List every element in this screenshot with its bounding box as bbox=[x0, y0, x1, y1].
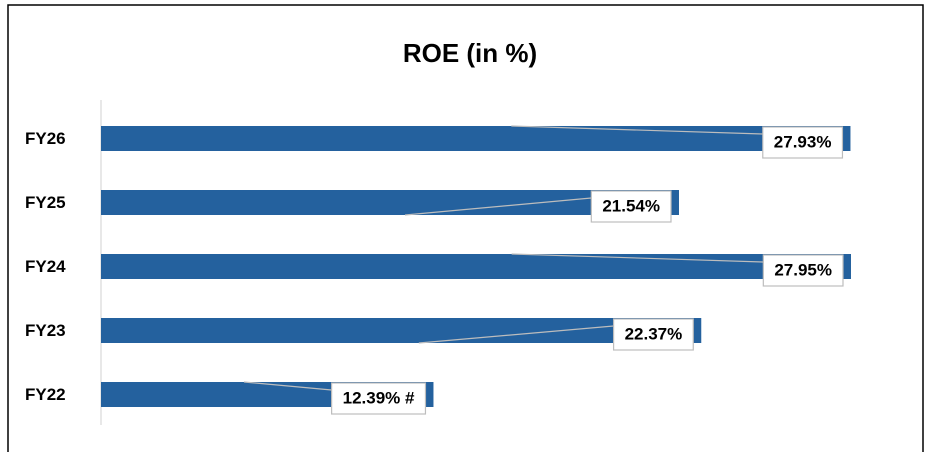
data-label: 22.37% bbox=[625, 324, 683, 343]
data-label: 12.39% # bbox=[343, 388, 415, 407]
bar bbox=[101, 190, 679, 215]
leader-line bbox=[511, 253, 764, 263]
leader-line bbox=[404, 197, 592, 216]
data-label: 27.93% bbox=[774, 132, 832, 151]
chart-title: ROE (in %) bbox=[403, 38, 537, 68]
y-tick-label: FY23 bbox=[25, 321, 66, 340]
bar bbox=[101, 126, 851, 151]
label-box bbox=[331, 382, 427, 415]
frame bbox=[7, 4, 924, 452]
y-tick-label: FY24 bbox=[25, 257, 66, 276]
leader-line bbox=[243, 381, 332, 391]
y-tick-label: FY26 bbox=[25, 129, 66, 148]
y-tick-label: FY25 bbox=[25, 193, 66, 212]
label-box bbox=[612, 318, 694, 351]
label-box bbox=[590, 190, 672, 223]
label-box bbox=[762, 126, 844, 159]
label-box bbox=[762, 254, 844, 287]
leader-line bbox=[418, 325, 614, 344]
leader-line bbox=[511, 125, 763, 135]
data-label: 27.95% bbox=[774, 260, 832, 279]
y-tick-label: FY22 bbox=[25, 385, 66, 404]
bar bbox=[101, 254, 851, 279]
data-label: 21.54% bbox=[602, 196, 660, 215]
bar bbox=[101, 318, 702, 343]
